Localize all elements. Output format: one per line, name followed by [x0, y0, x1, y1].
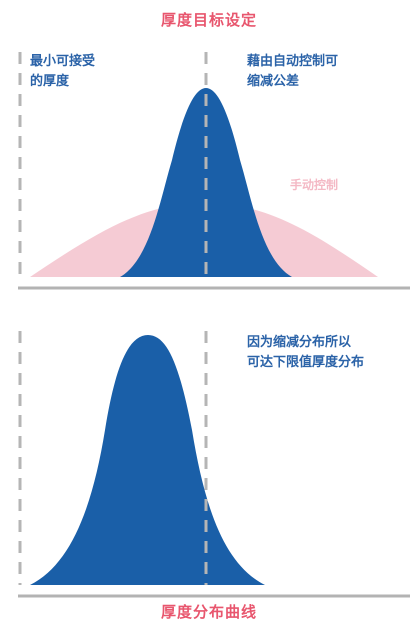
min-thickness-note-line-2: 的厚度	[30, 74, 70, 89]
auto-control-note-line-2: 缩减公差	[247, 74, 300, 89]
reduced-distribution-note: 因为缩减分布所以 可达下限值厚度分布	[247, 333, 364, 373]
top-title: 厚度目标设定	[160, 11, 257, 29]
reduced-distribution-curve	[30, 335, 265, 585]
min-thickness-note-line-1: 最小可接受	[30, 54, 96, 69]
min-thickness-note: 最小可接受 的厚度	[30, 52, 95, 92]
manual-control-label: 手动控制	[290, 178, 339, 192]
auto-control-note: 藉由自动控制可 缩减公差	[247, 52, 338, 92]
auto-control-note-line-1: 藉由自动控制可	[247, 54, 339, 69]
reduced-distribution-note-line-2: 可达下限值厚度分布	[247, 355, 365, 370]
reduced-distribution-note-line-1: 因为缩减分布所以	[247, 335, 352, 350]
bottom-caption: 厚度分布曲线	[160, 603, 257, 621]
